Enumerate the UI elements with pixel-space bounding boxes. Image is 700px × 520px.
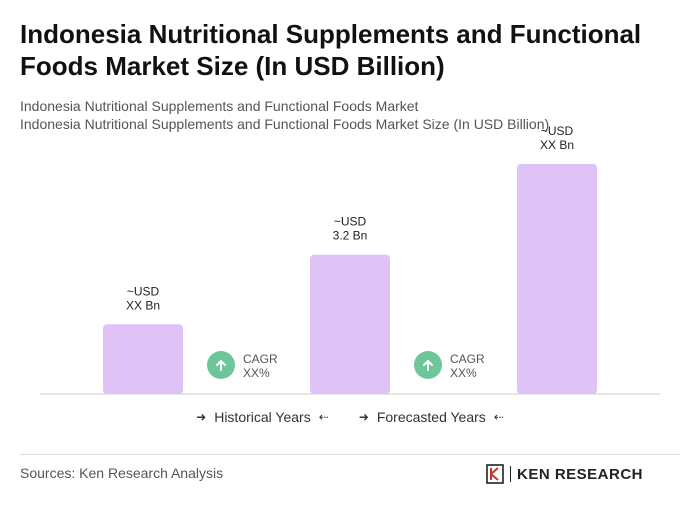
bar-label-1-line-1: ~USD	[127, 284, 160, 298]
bar-2	[310, 254, 390, 394]
bar-label-2-line-1: ~USD	[334, 215, 367, 229]
ken-logo-icon	[486, 464, 504, 484]
cagr-label-2-line-2: XX%	[450, 366, 477, 380]
brand-name: KEN RESEARCH	[517, 465, 644, 483]
page-title: Indonesia Nutritional Supplements and Fu…	[20, 19, 642, 81]
footer-divider	[20, 454, 680, 455]
bar-label-3-line-1: ~USD	[541, 124, 574, 138]
arrow-left-icon: ⇠	[318, 410, 329, 424]
bar-3	[517, 164, 597, 394]
bar-1	[103, 324, 183, 394]
logo-separator	[510, 466, 511, 482]
legend-label-forecasted: Forecasted Years	[376, 409, 486, 425]
arrow-right-icon: ➜	[196, 410, 207, 424]
cagr-label-2-line-1: CAGR	[450, 352, 485, 366]
bar-label-1-line-2: XX Bn	[126, 298, 160, 312]
cagr-label-1-line-1: CAGR	[243, 352, 278, 366]
bar-label-2-line-2: 3.2 Bn	[333, 229, 368, 243]
ken-research-logo: KEN RESEARCH	[486, 464, 643, 484]
bar-label-3-line-2: XX Bn	[540, 138, 574, 152]
chart-subtitle: Indonesia Nutritional Supplements and Fu…	[20, 98, 419, 114]
legend-item-historical: ➜ Historical Years ⇠	[196, 409, 329, 425]
arrow-left-icon: ⇠	[493, 410, 504, 424]
chart-subtitle-secondary: Indonesia Nutritional Supplements and Fu…	[20, 116, 550, 132]
arrow-up-icon	[423, 359, 433, 371]
source-note: Sources: Ken Research Analysis	[20, 465, 224, 481]
chart-legend: ➜ Historical Years ⇠ ➜ Forecasted Years …	[0, 409, 700, 425]
arrow-right-icon: ➜	[358, 410, 369, 424]
arrow-up-icon	[216, 359, 226, 371]
legend-label-historical: Historical Years	[214, 409, 311, 425]
legend-item-forecasted: ➜ Forecasted Years ⇠	[359, 409, 504, 425]
cagr-label-1-line-2: XX%	[243, 366, 270, 380]
